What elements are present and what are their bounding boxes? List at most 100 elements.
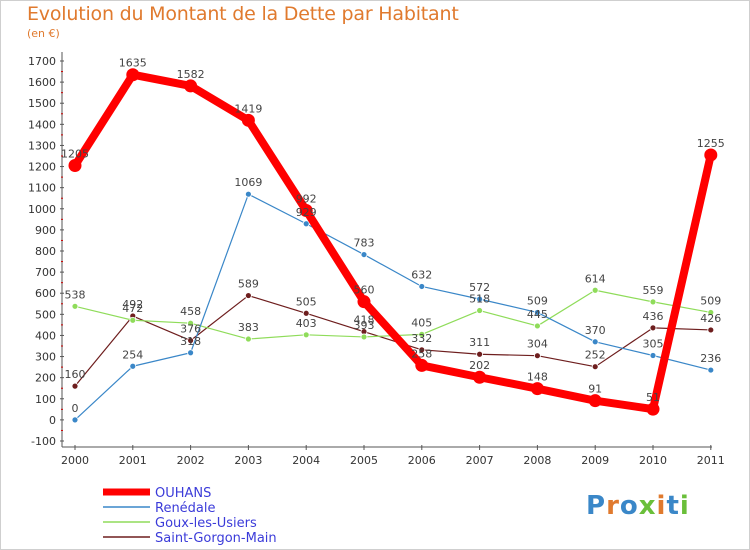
y-tick-label: 700: [35, 266, 56, 279]
data-label: 560: [354, 284, 375, 297]
data-point: [649, 298, 657, 306]
data-label: 929: [296, 206, 317, 219]
data-point: [418, 283, 426, 290]
chart-unit: (en €): [27, 27, 60, 40]
logo-letter: i: [679, 491, 690, 521]
x-tick-label: 2000: [61, 454, 89, 467]
x-tick-label: 2007: [466, 454, 494, 467]
data-point: [588, 394, 602, 408]
data-point: [187, 349, 195, 357]
x-tick-label: 2008: [523, 454, 551, 467]
logo-letter: o: [619, 491, 639, 521]
y-tick-label: 1500: [28, 97, 56, 110]
data-point: [71, 302, 79, 310]
y-tick-label: 200: [35, 372, 56, 385]
x-tick-label: 2006: [408, 454, 436, 467]
data-point: [129, 316, 137, 324]
data-point: [591, 338, 599, 346]
logo-letter: r: [606, 491, 620, 521]
data-point: [418, 330, 426, 338]
data-point: [71, 416, 79, 424]
data-label: 418: [354, 314, 375, 327]
data-point: [129, 362, 137, 370]
data-point: [187, 337, 195, 344]
data-label: 383: [238, 321, 259, 334]
data-label: 405: [411, 316, 432, 329]
data-point: [704, 148, 718, 162]
series-line-Saint-Gorgon-Main: [74, 294, 712, 387]
data-point: [707, 326, 715, 334]
y-tick-label: 800: [35, 245, 56, 258]
data-point: [591, 286, 599, 294]
series-line-OUHANS: [71, 70, 715, 414]
data-point: [360, 333, 368, 341]
series-line-Renédale: [74, 193, 712, 421]
y-tick-label: 1600: [28, 76, 56, 89]
data-point: [476, 295, 484, 303]
data-point: [415, 358, 429, 372]
data-point: [71, 382, 79, 390]
logo-letter: t: [666, 491, 680, 521]
data-point: [707, 366, 715, 374]
x-axis-ticks: 2000 2001 2002 2003 2004 2005 2006 2007 2008 2009…: [61, 445, 725, 467]
data-point: [534, 309, 541, 316]
data-label: 589: [238, 278, 259, 291]
data-label: 509: [700, 294, 721, 307]
data-label: 426: [700, 312, 721, 325]
data-point: [302, 220, 310, 228]
data-label: 632: [411, 268, 432, 281]
legend: OUHANSRenédaleGoux-les-UsiersSaint-Gorgo…: [103, 486, 277, 546]
axes: [61, 52, 712, 448]
y-tick-label: 300: [35, 351, 56, 364]
data-label: 436: [643, 310, 664, 323]
x-tick-label: 2010: [639, 454, 667, 467]
data-label: 252: [585, 349, 606, 362]
data-point: [530, 382, 544, 396]
data-label: 559: [643, 284, 664, 297]
data-label: 403: [296, 317, 317, 330]
data-point: [360, 251, 368, 258]
data-label: 1582: [177, 68, 205, 81]
data-label: 1205: [61, 148, 89, 161]
x-tick-label: 2011: [697, 454, 725, 467]
y-tick-label: 1300: [28, 139, 56, 152]
data-label: 614: [585, 272, 606, 285]
data-label: 518: [469, 293, 490, 306]
data-point: [476, 350, 484, 358]
data-label: 160: [65, 368, 86, 381]
data-label: 91: [588, 383, 602, 396]
data-label: 254: [122, 348, 143, 361]
data-point: [244, 335, 252, 343]
data-label: 393: [354, 319, 375, 332]
data-point: [534, 322, 541, 330]
data-label: 509: [527, 294, 548, 307]
data-point: [418, 346, 426, 354]
data-label: 1419: [234, 102, 262, 115]
data-point: [184, 79, 198, 93]
legend-label: Saint-Gorgon-Main: [155, 531, 277, 546]
legend-label: Goux-les-Usiers: [155, 516, 257, 531]
data-label: 148: [527, 371, 548, 384]
y-tick-label: 600: [35, 287, 56, 300]
chart-title: Evolution du Montant de la Dette par Hab…: [27, 3, 459, 25]
data-label: 1255: [697, 137, 725, 150]
y-tick-label: -100: [31, 435, 56, 448]
data-label: 1635: [119, 57, 147, 70]
data-point: [591, 363, 599, 371]
y-tick-label: 1400: [28, 118, 56, 131]
series-group: [68, 68, 718, 424]
x-tick-label: 2001: [119, 454, 147, 467]
data-point: [241, 113, 255, 127]
data-label: 51: [646, 391, 660, 404]
y-tick-label: 900: [35, 224, 56, 237]
logo-letter: x: [638, 491, 657, 521]
data-point: [126, 68, 140, 82]
data-label: 304: [527, 338, 548, 351]
y-tick-label: 1100: [28, 182, 56, 195]
data-point: [707, 309, 715, 316]
x-tick-label: 2009: [581, 454, 609, 467]
data-point: [476, 307, 484, 314]
y-axis-ticks: -100 0 100 200 300 400 500 600 700 800 900 1000 1100…: [28, 55, 64, 448]
data-point: [68, 159, 82, 172]
